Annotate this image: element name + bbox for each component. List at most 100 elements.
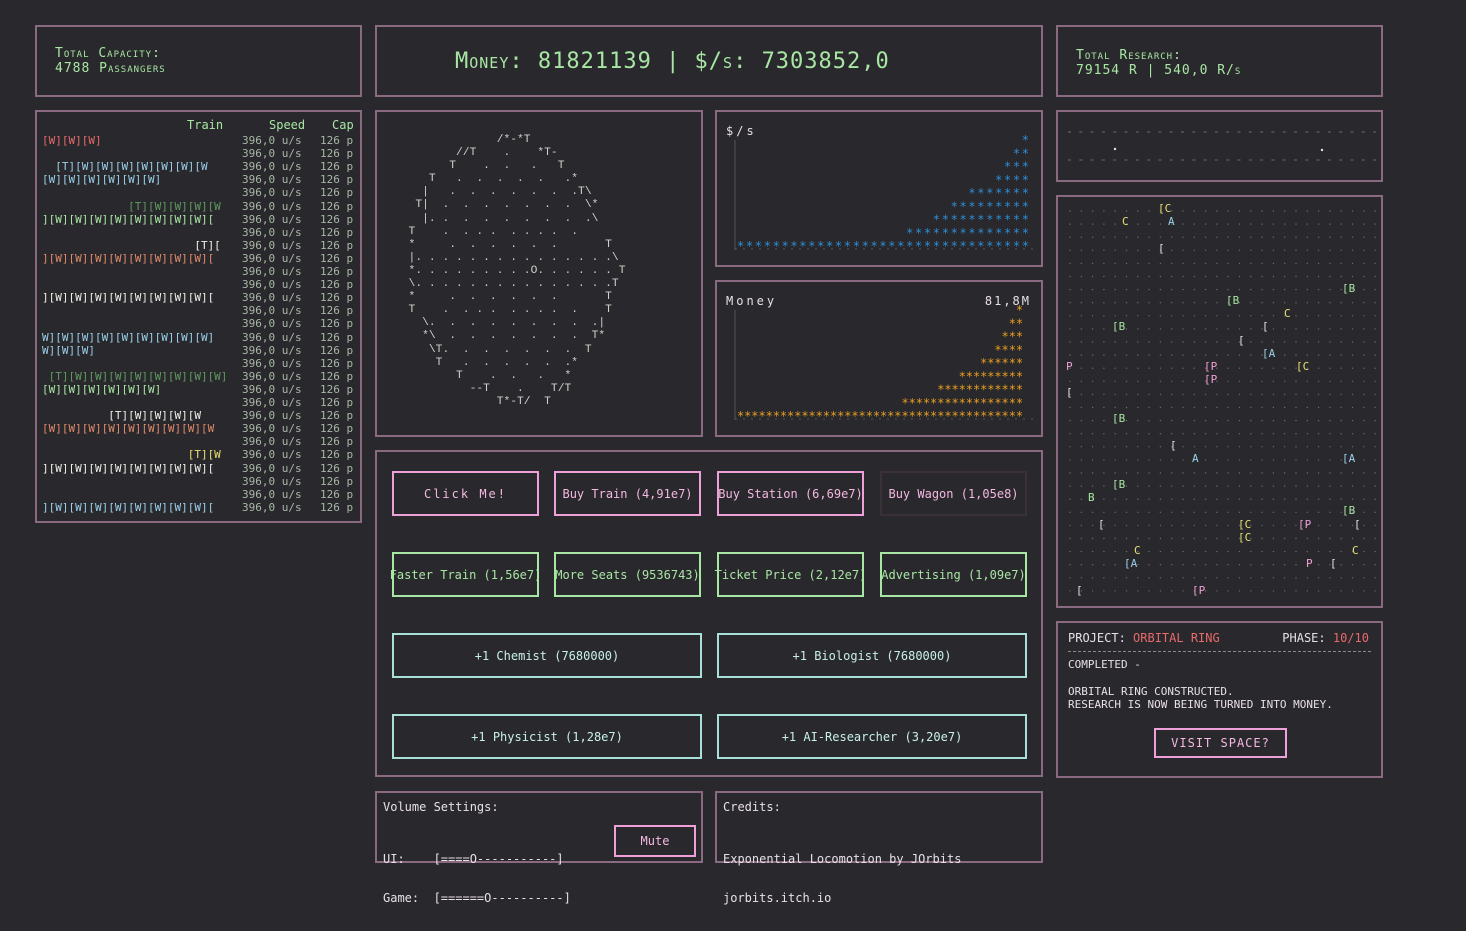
chart-point: * — [1013, 160, 1020, 174]
train-row: 396,0 u/s 126 p — [37, 475, 360, 488]
chart-point: * — [995, 173, 1002, 187]
chart-point: * — [995, 213, 1002, 227]
starfield-panel — [1056, 110, 1383, 182]
click-me-button[interactable]: Click Me! — [392, 471, 539, 516]
chart-point: * — [1016, 356, 1023, 370]
chart-point: * — [1016, 383, 1023, 397]
train-speed: 396,0 u/s — [242, 147, 302, 161]
chart-point: * — [1009, 316, 1016, 330]
chart-point: * — [879, 239, 886, 253]
chart-point: * — [830, 409, 837, 423]
network-map-panel: [C C A[[B [B C [B[[[A P [P [C [P[[B[A [A [B B [B[[C [P… — [1056, 195, 1383, 608]
chart-point: * — [986, 199, 993, 213]
ui-volume-slider[interactable]: UI: [====O-----------] — [383, 852, 564, 866]
chart-point: * — [1022, 213, 1029, 227]
chart-point: * — [737, 409, 744, 423]
chart-point: * — [1009, 396, 1016, 410]
chart-point: * — [986, 226, 993, 240]
project-label: PROJECT: — [1068, 631, 1126, 645]
chart-point: * — [994, 343, 1001, 357]
visit-space-button[interactable]: VISIT SPACE? — [1154, 728, 1287, 758]
train-wagons: [T][W][W][W][W][W][W][W][W] — [42, 369, 225, 383]
train-wagons: ][W][W][W][W][W][W][W][W][ — [42, 212, 215, 226]
train-speed: 396,0 u/s — [242, 317, 302, 331]
map-marker: [ — [1170, 439, 1177, 452]
chart-point: * — [766, 409, 773, 423]
chart-point: * — [959, 369, 966, 383]
chart-point: * — [801, 409, 808, 423]
train-capacity: 126 p — [320, 356, 354, 370]
chart-point: * — [930, 396, 937, 410]
rate-chart: * * * * * * * * * * * * * * * * * * * *********************… — [734, 133, 1033, 253]
chart-point: * — [764, 239, 771, 253]
chart-point: * — [980, 396, 987, 410]
train-capacity: 126 p — [320, 500, 354, 514]
map-marker: [B — [1342, 504, 1356, 517]
project-description-line1: ORBITAL RING CONSTRUCTED. — [1068, 685, 1234, 698]
chart-point: * — [977, 226, 984, 240]
chart-point: * — [995, 186, 1002, 200]
credits-link[interactable]: jorbits.itch.io — [723, 891, 832, 905]
chart-point: * — [1009, 383, 1016, 397]
chart-point: * — [1009, 369, 1016, 383]
train-wagons: [W][W][W][W][W][W][W][W][W — [42, 422, 215, 436]
chart-point: * — [916, 409, 923, 423]
money-chart: * * * * * * * * * * * * * * * * * * * * * * * *****************… — [734, 303, 1033, 423]
chart-point: * — [844, 409, 851, 423]
train-row: ][W][W][W][W][W][W][W][W][396,0 u/s 126 p — [37, 501, 360, 514]
capacity-value: 4788 Passangers — [55, 61, 166, 76]
chart-point: * — [977, 199, 984, 213]
buy-wagon-button[interactable]: Buy Wagon (1,05e8) — [880, 471, 1027, 516]
actions-panel: Click Me! Buy Train (4,91e7) Buy Station… — [375, 450, 1043, 777]
train-speed: 396,0 u/s — [242, 435, 302, 449]
add-physicist-button[interactable]: +1 Physicist (1,28e7) — [392, 714, 702, 759]
train-capacity: 126 p — [320, 304, 354, 318]
buy-station-button[interactable]: Buy Station (6,69e7) — [717, 471, 864, 516]
chart-point: * — [923, 396, 930, 410]
train-row: 396,0 u/s 126 p — [37, 317, 360, 330]
mute-button[interactable]: Mute — [614, 825, 696, 857]
chart-point: * — [906, 239, 913, 253]
train-row: 396,0 u/s 126 p — [37, 186, 360, 199]
phase-label: PHASE: — [1282, 631, 1326, 645]
chart-point: * — [1002, 409, 1009, 423]
chart-point: * — [1016, 409, 1023, 423]
chart-point: * — [823, 409, 830, 423]
chart-point: * — [837, 409, 844, 423]
chart-point: * — [1022, 199, 1029, 213]
chart-point: * — [942, 226, 949, 240]
chart-point: * — [880, 409, 887, 423]
ticket-price-button[interactable]: Ticket Price (2,12e7) — [715, 552, 866, 597]
more-seats-button[interactable]: More Seats (9536743) — [554, 552, 701, 597]
train-capacity: 126 p — [320, 265, 354, 278]
add-biologist-button[interactable]: +1 Biologist (7680000) — [717, 633, 1027, 678]
chart-point: * — [1022, 239, 1029, 253]
advertising-button[interactable]: Advertising (1,09e7) — [880, 552, 1027, 597]
add-chemist-button[interactable]: +1 Chemist (7680000) — [392, 633, 702, 678]
chart-point: * — [995, 239, 1002, 253]
chart-point: * — [977, 186, 984, 200]
train-row: [T][W][W][W][W][W][W][W 396,0 u/s 126 p — [37, 160, 360, 173]
faster-train-button[interactable]: Faster Train (1,56e7) — [390, 552, 541, 597]
chart-point: * — [866, 409, 873, 423]
train-capacity: 126 p — [320, 251, 354, 265]
train-capacity: 126 p — [320, 160, 354, 174]
chart-point: * — [923, 409, 930, 423]
chart-point: * — [1009, 330, 1016, 344]
chart-point: * — [959, 396, 966, 410]
train-speed: 396,0 u/s — [242, 291, 302, 305]
game-volume-slider[interactable]: Game: [======O----------] — [383, 891, 571, 905]
map-marker: [B — [1112, 478, 1126, 491]
buy-train-button[interactable]: Buy Train (4,91e7) — [554, 471, 701, 516]
globe-ascii: /*-*T //T . *T- T . . . T T . . . . . .*… — [408, 134, 626, 408]
chart-point: * — [1022, 146, 1029, 160]
chart-point: * — [871, 239, 878, 253]
train-row: ][W][W][W][W][W][W][W][W][396,0 u/s 126 p — [37, 462, 360, 475]
add-ai-researcher-button[interactable]: +1 AI-Researcher (3,20e7) — [717, 714, 1027, 759]
chart-point: * — [1022, 226, 1029, 240]
chart-point: * — [1002, 343, 1009, 357]
chart-point: * — [1004, 186, 1011, 200]
train-wagons: [T][W][W][W][W][W][W][W — [42, 160, 208, 174]
train-row: 396,0 u/s 126 p — [37, 265, 360, 278]
chart-point: * — [1013, 239, 1020, 253]
